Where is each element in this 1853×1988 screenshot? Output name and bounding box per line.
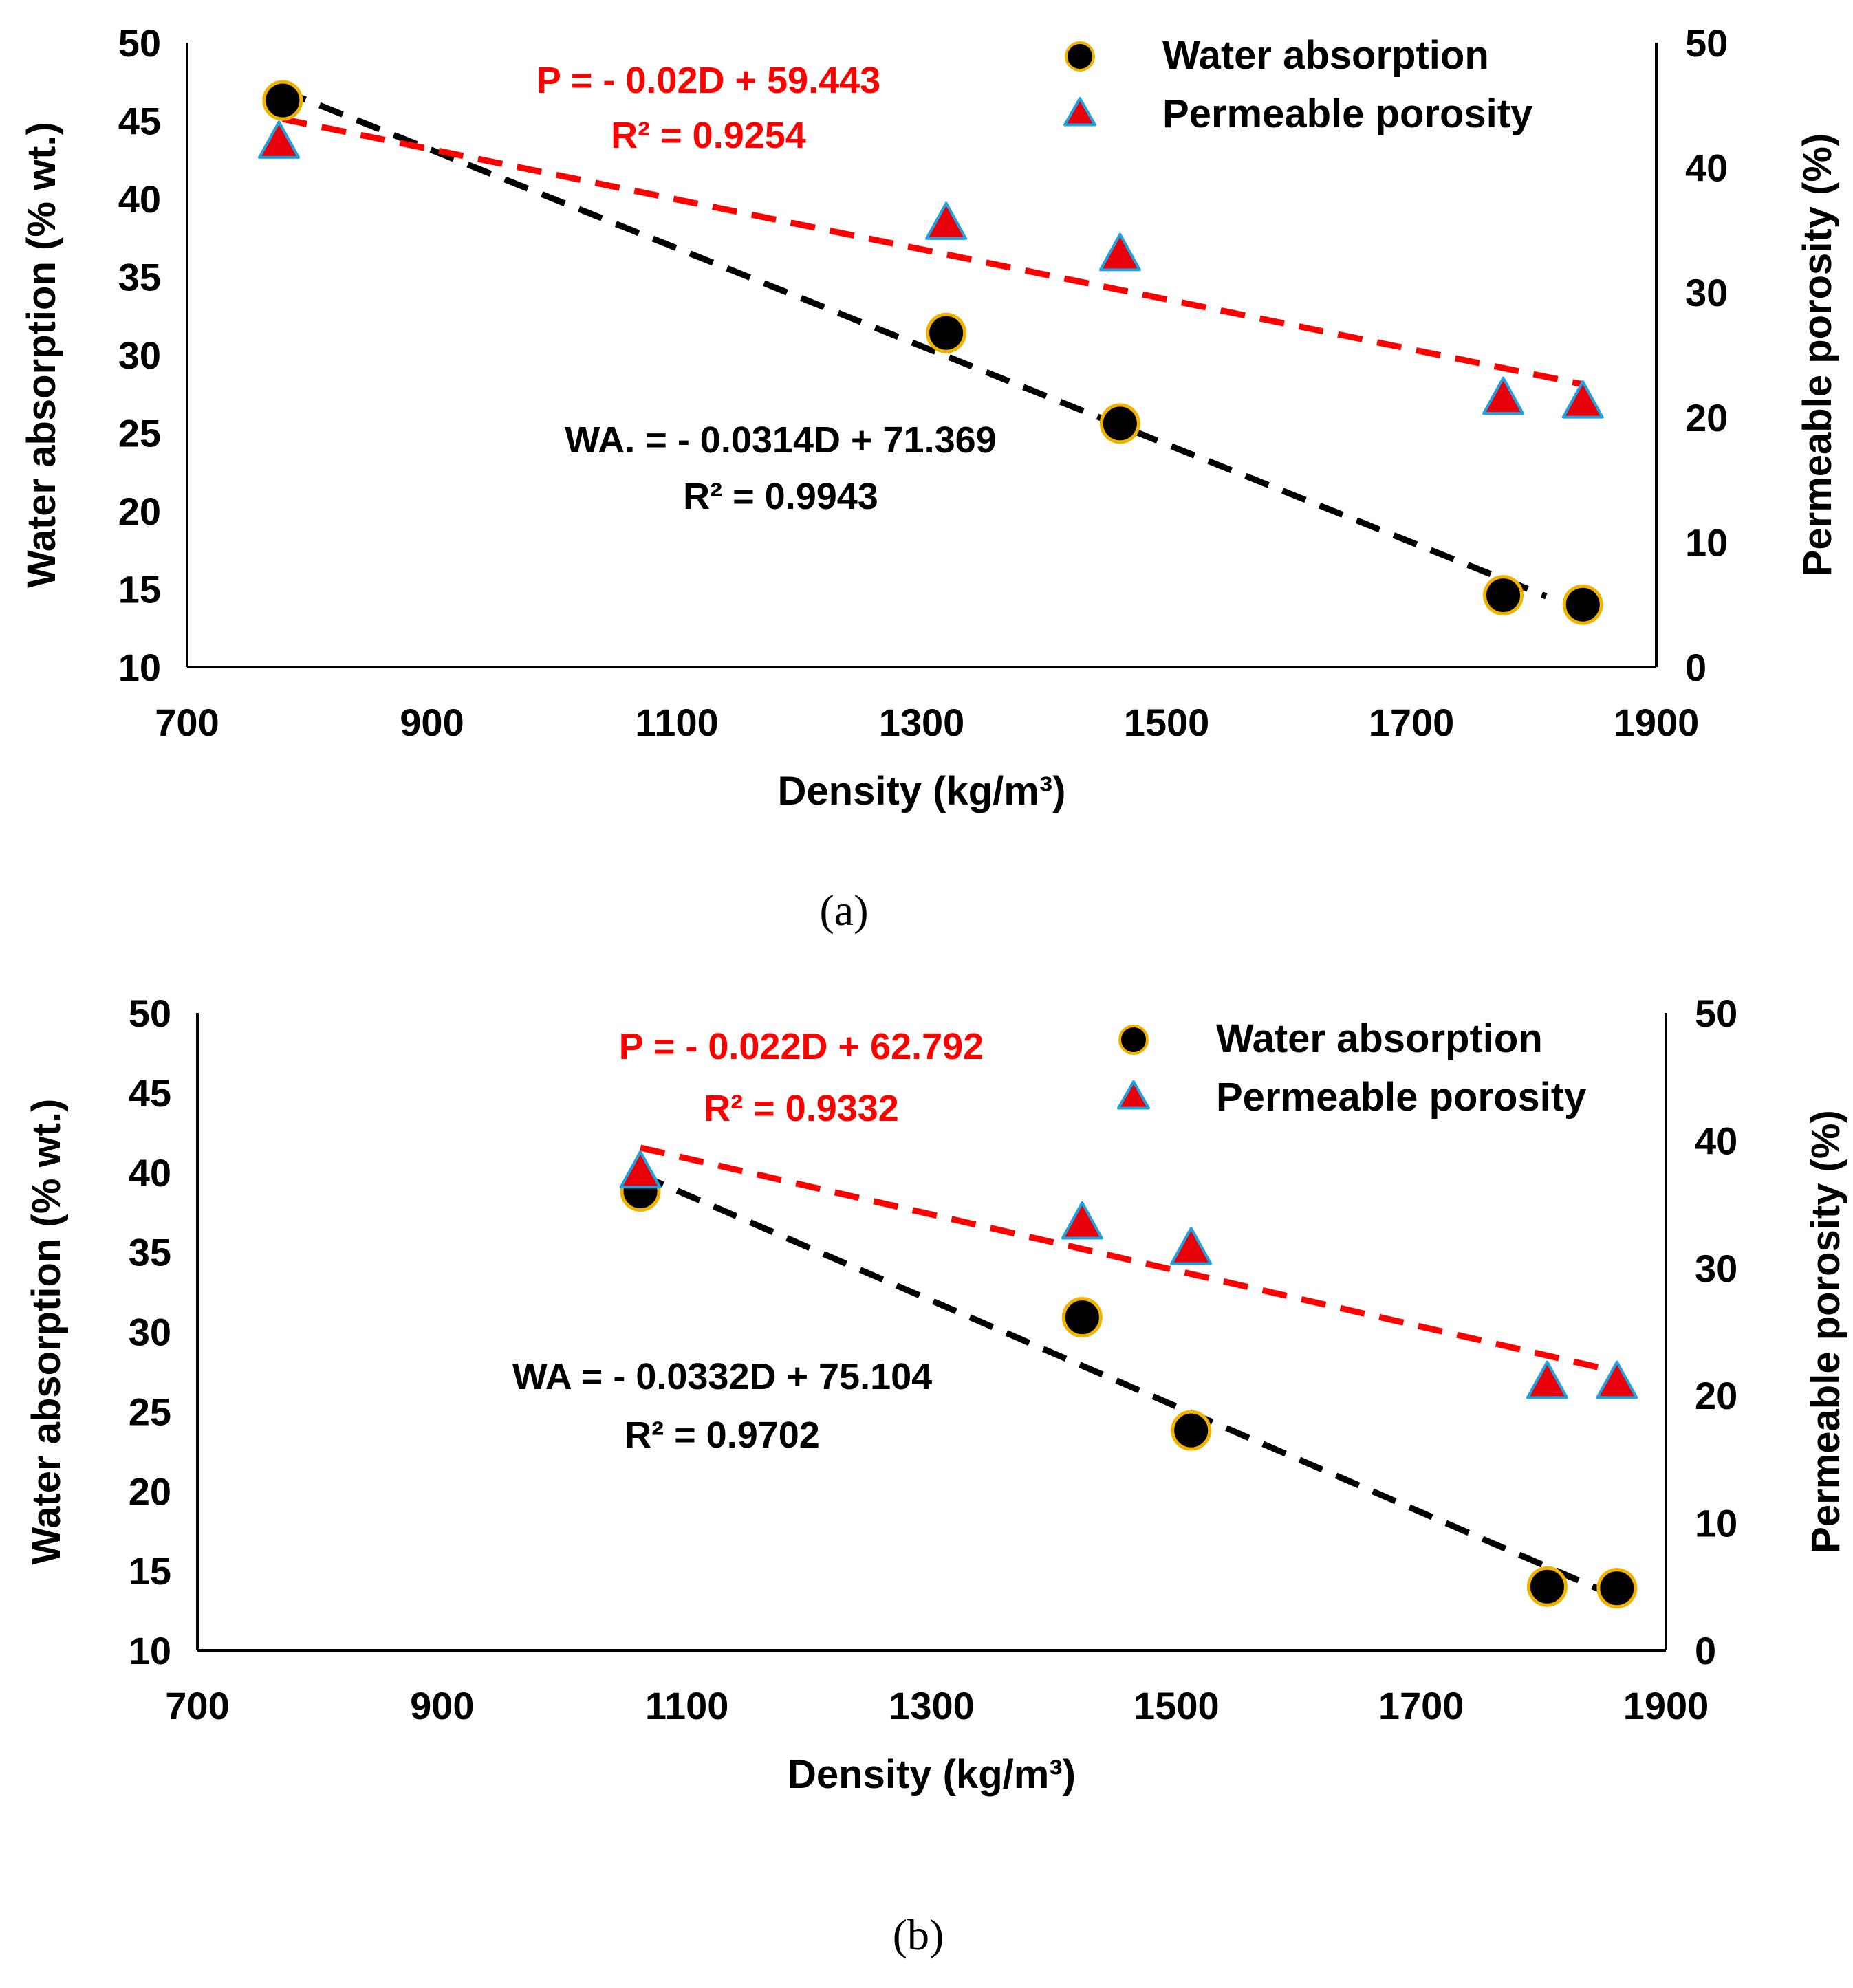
y-tick-label: 40: [129, 1151, 171, 1194]
y2-tick-label: 30: [1685, 271, 1728, 314]
permeable-porosity-point: [619, 1150, 662, 1189]
legend-permeable-porosity-label: Permeable porosity: [1162, 91, 1532, 136]
water-absorption-trend-r2: R² = 0.9943: [683, 476, 878, 517]
y-tick-label: 50: [129, 992, 171, 1035]
y-axis-title: Water absorption (% wt.): [19, 122, 64, 588]
permeable-porosity-trendline: [640, 1144, 1618, 1375]
permeable-porosity-point: [258, 120, 300, 159]
legend-water-absorption-label: Water absorption: [1162, 33, 1489, 78]
chart-panel-b: 10 15 20 25 30 35 40 45 50 0 10 20 30 40 50 700 900 1100 1…: [24, 992, 1848, 1959]
y2-axis-title: Permeable porosity (%): [1795, 133, 1840, 577]
x-tick-label: 1300: [889, 1684, 975, 1727]
y-tick-label: 25: [118, 412, 161, 455]
y2-tick-label: 20: [1695, 1374, 1737, 1417]
y2-axis-title: Permeable porosity (%): [1803, 1110, 1848, 1553]
y-axis-title: Water absorption (% wt.): [24, 1099, 69, 1565]
water-absorption-point: [1526, 1566, 1568, 1607]
x-tick-label: 1900: [1614, 701, 1700, 744]
permeable-porosity-point: [1061, 1201, 1103, 1240]
water-absorption-trendline: [281, 87, 1548, 600]
permeable-porosity-trendline: [281, 116, 1584, 388]
y-tick-label: 30: [129, 1311, 171, 1354]
water-absorption-point: [1596, 1568, 1638, 1609]
y-tick-label: 20: [129, 1470, 171, 1513]
y-tick-label: 45: [118, 100, 161, 143]
legend-permeable-porosity-label: Permeable porosity: [1216, 1075, 1586, 1119]
water-absorption-point: [1562, 584, 1603, 625]
y-tick-label: 10: [129, 1629, 171, 1672]
y2-tick-label: 30: [1695, 1247, 1737, 1290]
y-tick-label: 25: [129, 1390, 171, 1433]
x-tick-label: 700: [155, 701, 219, 744]
x-tick-label: 900: [410, 1684, 474, 1727]
permeable-porosity-point: [1596, 1360, 1638, 1399]
porosity-trend-r2: R² = 0.9332: [704, 1088, 899, 1129]
x-axis-title: Density (kg/m³): [778, 769, 1066, 813]
y2-tick-label: 10: [1685, 521, 1728, 564]
water-absorption-trendline: [639, 1172, 1618, 1600]
x-tick-label: 1100: [635, 701, 719, 744]
y-tick-label: 35: [118, 256, 161, 299]
legend-permeable-porosity-marker: [1117, 1080, 1150, 1110]
water-absorption-trend-r2: R² = 0.9702: [625, 1414, 820, 1456]
x-tick-label: 1500: [1124, 701, 1210, 744]
permeable-porosity-point: [1561, 380, 1604, 419]
y-tick-label: 45: [129, 1071, 171, 1115]
water-absorption-trend-equation: WA = - 0.0332D + 75.104: [512, 1356, 932, 1397]
water-absorption-point: [1061, 1297, 1103, 1338]
x-tick-label: 1500: [1134, 1684, 1220, 1727]
chart-panel-a: 10 15 20 25 30 35 40 45 50 0 10 20 30 40 50 700 900 1100 1…: [19, 21, 1840, 935]
x-tick-label: 1900: [1623, 1684, 1709, 1727]
x-tick-label: 900: [400, 701, 464, 744]
porosity-trend-equation: P = - 0.022D + 62.792: [619, 1026, 984, 1067]
panel-caption: (a): [819, 886, 868, 935]
y-tick-label: 30: [118, 334, 161, 377]
x-tick-label: 1300: [879, 701, 965, 744]
permeable-porosity-point: [1098, 232, 1141, 272]
legend-water-absorption-marker: [1118, 1025, 1149, 1055]
x-tick-label: 1100: [645, 1684, 729, 1727]
y-tick-label: 15: [129, 1549, 171, 1593]
y2-tick-label: 40: [1695, 1119, 1737, 1162]
y2-tick-label: 0: [1695, 1629, 1716, 1672]
porosity-trend-equation: P = - 0.02D + 59.443: [537, 60, 880, 101]
water-absorption-point: [926, 312, 967, 353]
x-axis-title: Density (kg/m³): [788, 1752, 1076, 1797]
y2-tick-label: 0: [1685, 646, 1706, 689]
legend-water-absorption-label: Water absorption: [1216, 1016, 1543, 1061]
y2-tick-label: 40: [1685, 146, 1728, 190]
water-absorption-point: [1171, 1410, 1212, 1451]
x-tick-label: 1700: [1369, 701, 1455, 744]
water-absorption-point: [1483, 575, 1524, 616]
permeable-porosity-point: [925, 201, 968, 240]
water-absorption-point: [1099, 403, 1140, 444]
x-tick-label: 1700: [1378, 1684, 1464, 1727]
y-tick-label: 15: [118, 568, 161, 611]
permeable-porosity-point: [1170, 1226, 1213, 1265]
permeable-porosity-point: [1482, 376, 1524, 415]
y2-tick-label: 50: [1685, 21, 1728, 65]
y-tick-label: 10: [118, 646, 161, 689]
y-tick-label: 40: [118, 177, 161, 221]
porosity-trend-r2: R² = 0.9254: [611, 115, 806, 156]
y2-tick-label: 20: [1685, 396, 1728, 439]
x-tick-label: 700: [165, 1684, 229, 1727]
panel-caption: (b): [893, 1910, 944, 1959]
legend-water-absorption-marker: [1065, 41, 1095, 72]
y-tick-label: 35: [129, 1231, 171, 1274]
y2-tick-label: 10: [1695, 1502, 1737, 1545]
permeable-porosity-point: [1526, 1360, 1568, 1399]
y-tick-label: 50: [118, 21, 161, 65]
water-absorption-trend-equation: WA. = - 0.0314D + 71.369: [565, 419, 996, 461]
y-tick-label: 20: [118, 490, 161, 533]
y2-tick-label: 50: [1695, 992, 1737, 1035]
water-absorption-point: [262, 80, 303, 121]
legend-permeable-porosity-marker: [1063, 97, 1096, 127]
